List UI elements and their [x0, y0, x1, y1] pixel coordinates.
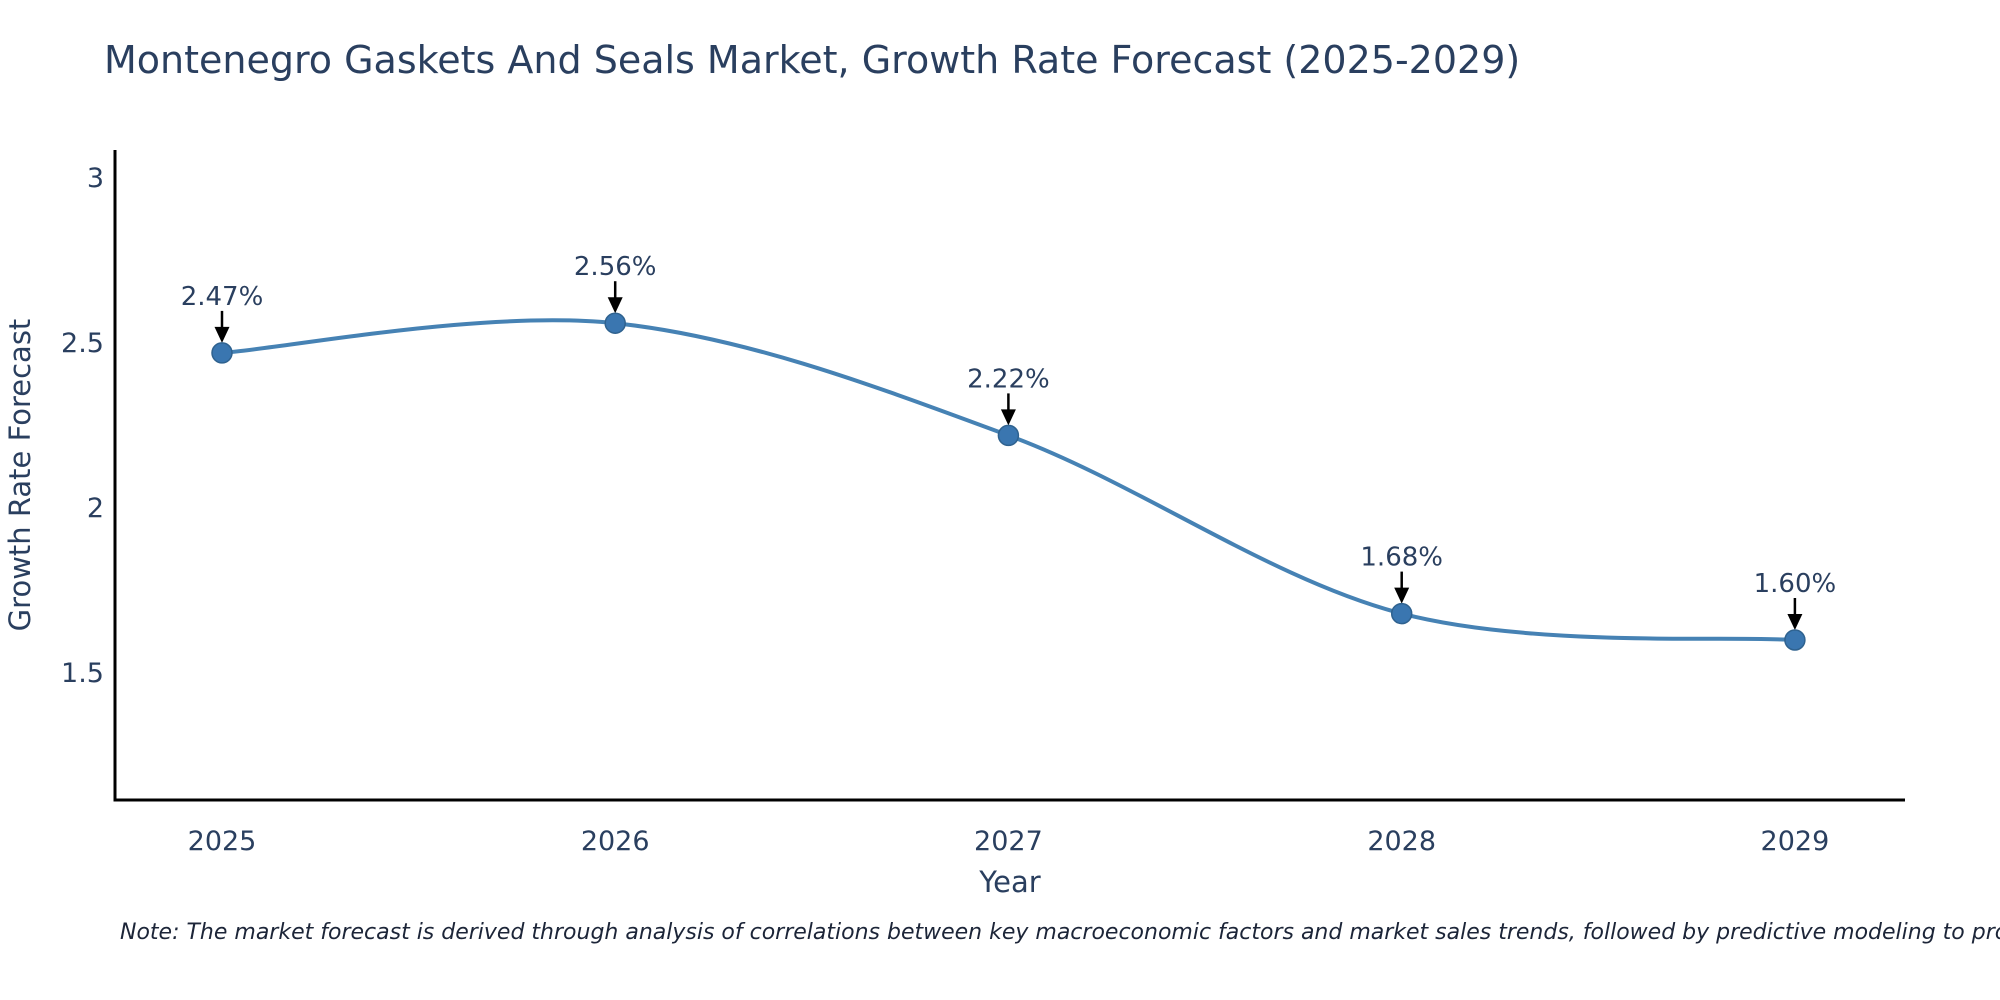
x-axis-title: Year	[978, 865, 1040, 899]
point-annotation-label: 1.68%	[1360, 543, 1443, 573]
x-tick-label: 2026	[581, 826, 650, 857]
point-annotation-label: 2.22%	[967, 364, 1050, 394]
data-point-marker[interactable]	[1390, 602, 1413, 625]
chart-title: Montenegro Gaskets And Seals Market, Gro…	[104, 38, 1521, 82]
annotation-arrow-head	[1394, 587, 1410, 604]
footnote: Note: The market forecast is derived thr…	[120, 920, 2000, 945]
annotation-arrow-head	[214, 326, 230, 343]
y-axis-title: Growth Rate Forecast	[3, 319, 37, 632]
y-tick-label: 2	[87, 493, 104, 524]
point-annotation-label: 2.56%	[574, 252, 657, 282]
data-point-marker[interactable]	[997, 424, 1020, 447]
data-point-marker[interactable]	[1784, 629, 1806, 651]
y-tick-label: 1.5	[61, 658, 104, 689]
x-tick-label: 2028	[1367, 826, 1436, 857]
data-point-marker[interactable]	[211, 342, 233, 364]
x-tick-label: 2027	[974, 826, 1043, 857]
point-annotation-label: 1.60%	[1754, 569, 1837, 599]
y-tick-label: 3	[87, 163, 104, 194]
point-annotation-label: 2.47%	[181, 282, 264, 312]
annotation-arrow-head	[607, 297, 623, 314]
data-point-marker[interactable]	[604, 312, 626, 334]
x-tick-label: 2029	[1761, 826, 1830, 857]
annotation-arrow-head	[1787, 614, 1803, 630]
x-tick-label: 2025	[188, 826, 257, 857]
y-tick-label: 2.5	[61, 328, 104, 359]
annotation-arrow-head	[1000, 409, 1016, 426]
